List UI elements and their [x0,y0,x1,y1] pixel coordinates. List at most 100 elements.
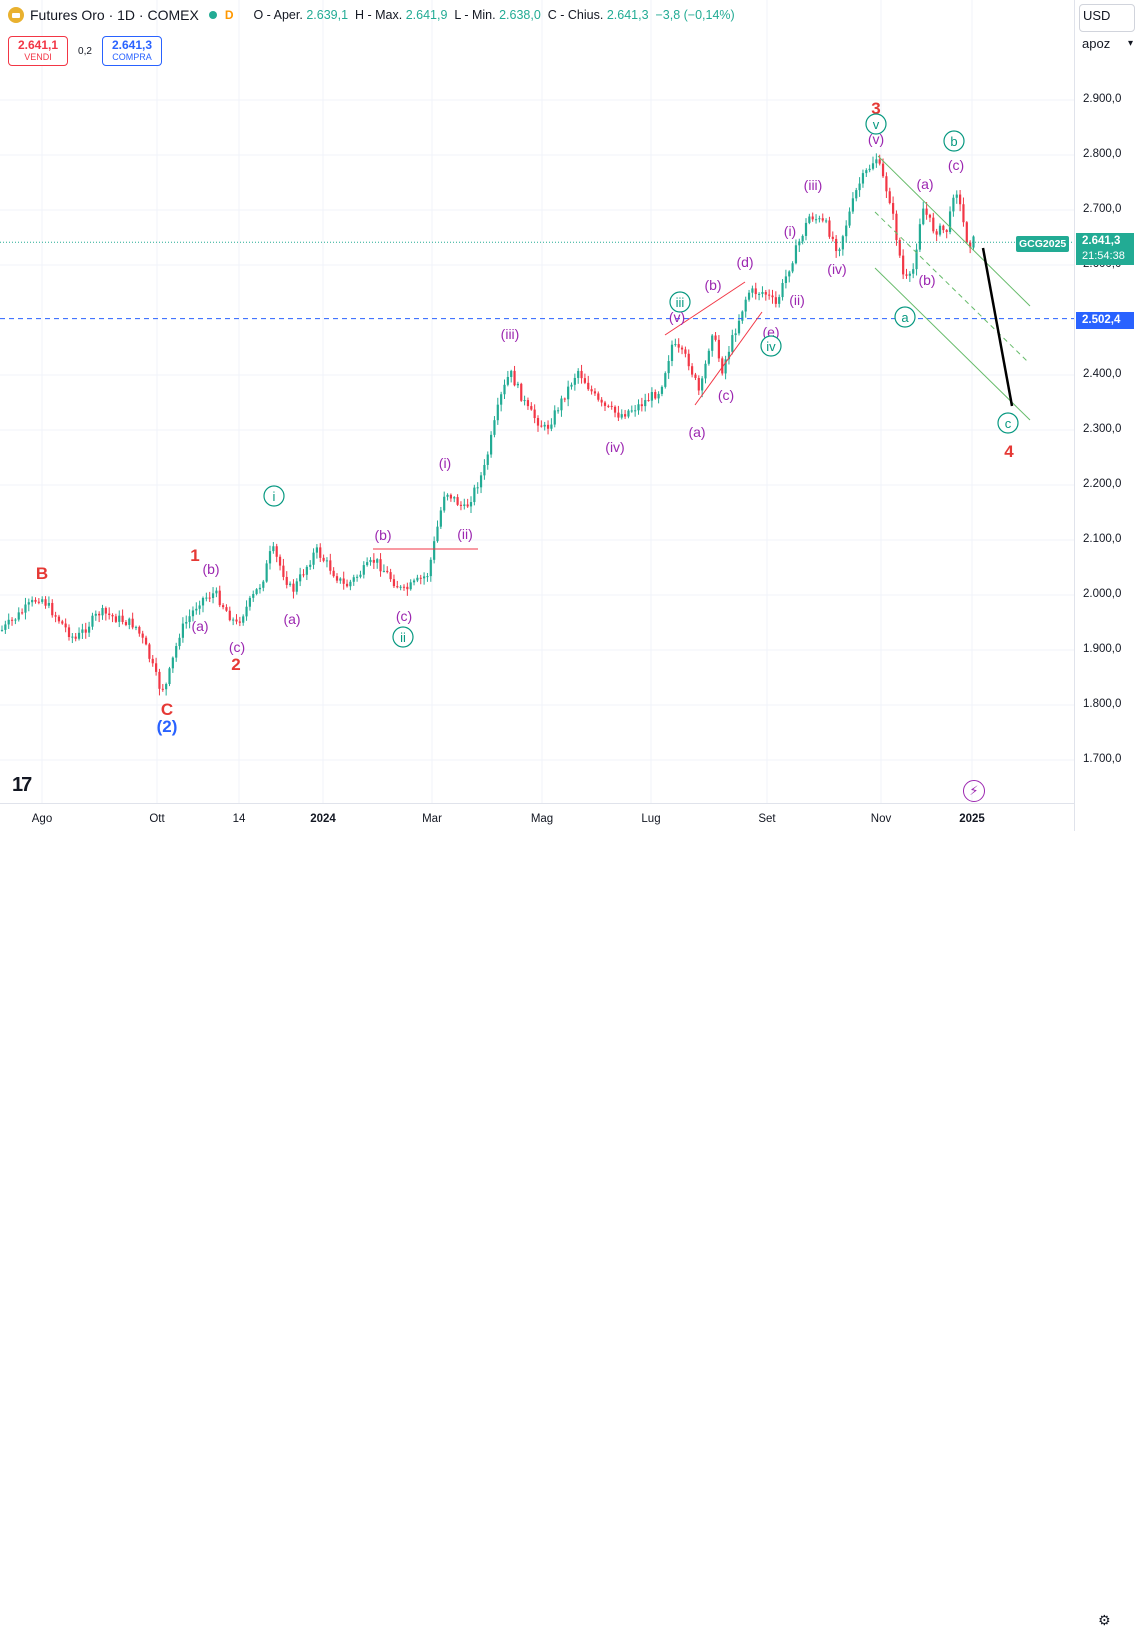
candle-body [329,560,332,571]
candle-body [510,370,513,377]
candle-body [932,217,935,232]
wave-label: iv [766,339,776,354]
candle-body [768,294,771,296]
candle-body [764,292,767,295]
candle-body [41,599,44,602]
wave-label: v [873,117,880,132]
candle-body [530,406,533,410]
price-scale[interactable]: USD apoz ▾ 2.900,02.800,02.700,02.600,02… [1074,0,1136,831]
candle-body [600,399,603,403]
grid [0,0,1074,803]
candle-body [774,297,777,304]
candle-body [868,168,871,171]
candle-body [108,613,111,615]
channel-upper [877,155,1031,307]
wave-label: (c) [948,157,964,173]
candle-body [238,621,241,623]
candle-body [841,236,844,250]
wave-labels: BC(2)1(b)(a)(c)2(a)i(b)(c)ii(i)(ii)(iii)… [36,99,1019,736]
candle-body [811,216,814,220]
candle-body [429,559,432,577]
candle-body [27,602,30,605]
candle-body [546,424,550,429]
candle-body [855,190,858,199]
candle-body [168,668,171,685]
hline-price-label: 2.502,4 [1076,312,1134,329]
delay-badge: D [224,8,234,22]
candle-body [825,220,828,222]
wave-label: (b) [704,277,721,293]
candle-body [818,218,821,220]
candle-body [644,400,647,407]
gold-symbol-icon [8,7,24,23]
wave-label: 2 [231,655,240,674]
spread-value: 0,2 [78,45,92,57]
candle-body [14,619,17,621]
wave-circle [669,291,691,313]
flash-icon[interactable]: ⚡ [963,780,985,802]
candle-body [342,578,345,584]
candle-body [744,299,747,312]
candle-body [366,562,369,566]
candle-body [597,393,600,400]
candle-body [567,386,570,400]
buy-button[interactable]: 2.641,3 COMPRA [102,36,162,66]
time-label: Nov [870,813,892,825]
candle-body [379,559,382,572]
symbol-title[interactable]: Futures Oro · 1D · COMEX [30,7,199,23]
price-tick: 2.700,0 [1083,203,1122,215]
candle-body [731,335,734,352]
candle-body [64,623,67,628]
wave-label: b [950,134,957,149]
candle-body [443,496,446,511]
candle-body [908,273,911,276]
candle-body [634,410,637,412]
candle-body [409,582,412,590]
channel-mid [874,211,1029,363]
wave-label: (iv) [605,439,624,455]
scale-mode-label[interactable]: apoz [1082,36,1111,51]
candle-body [161,688,164,690]
triangle-lower-line [694,311,763,406]
candle-body [892,203,895,214]
time-label: Ott [149,813,165,825]
candle-body [918,224,921,250]
tradingview-logo[interactable]: 17 [12,774,32,796]
wave-label: (a) [191,618,208,634]
time-axis[interactable]: Ago Ott 14 2024 Mar Mag Lug Set Nov 2025 ⚙ [0,803,1111,1628]
candle-body [885,176,888,192]
candle-body [469,502,473,507]
candle-body [436,526,439,542]
chart-canvas[interactable]: BC(2)1(b)(a)(c)2(a)i(b)(c)ii(i)(ii)(iii)… [0,0,1074,803]
candle-body [235,619,238,622]
chart-pane[interactable]: B C (2) 1 (b) (a) (c) 2 (a) i (b) (c) ii (i) (ii) (iii)… [0,0,1074,803]
candle-body [312,552,315,565]
candle-body [252,593,255,598]
candle-body [721,358,724,374]
candle-body [265,563,268,582]
candle-body [711,335,714,351]
chevron-down-icon[interactable]: ▾ [1127,38,1133,49]
price-tick: 2.200,0 [1083,478,1122,490]
candle-body [888,191,891,204]
candle-body [965,222,968,243]
sell-button[interactable]: 2.641,1 VENDI [8,36,68,66]
candle-body [473,487,476,503]
settings-gear-icon[interactable]: ⚙ [1098,1612,1111,1628]
candle-body [788,271,791,277]
currency-select[interactable] [1079,4,1135,32]
candle-body [416,577,419,581]
candle-body [195,608,198,611]
candle-body [972,236,975,248]
candle-body [205,597,208,599]
candle-body [831,236,834,239]
candle-body [399,586,402,588]
wave-label: 4 [1004,442,1014,461]
wave-label: (a) [283,611,300,627]
candle-body [550,424,553,429]
candle-body [175,646,178,658]
candle-body [272,546,275,552]
candle-body [359,574,362,577]
candle-body [101,607,104,616]
time-label: Ago [31,813,53,825]
